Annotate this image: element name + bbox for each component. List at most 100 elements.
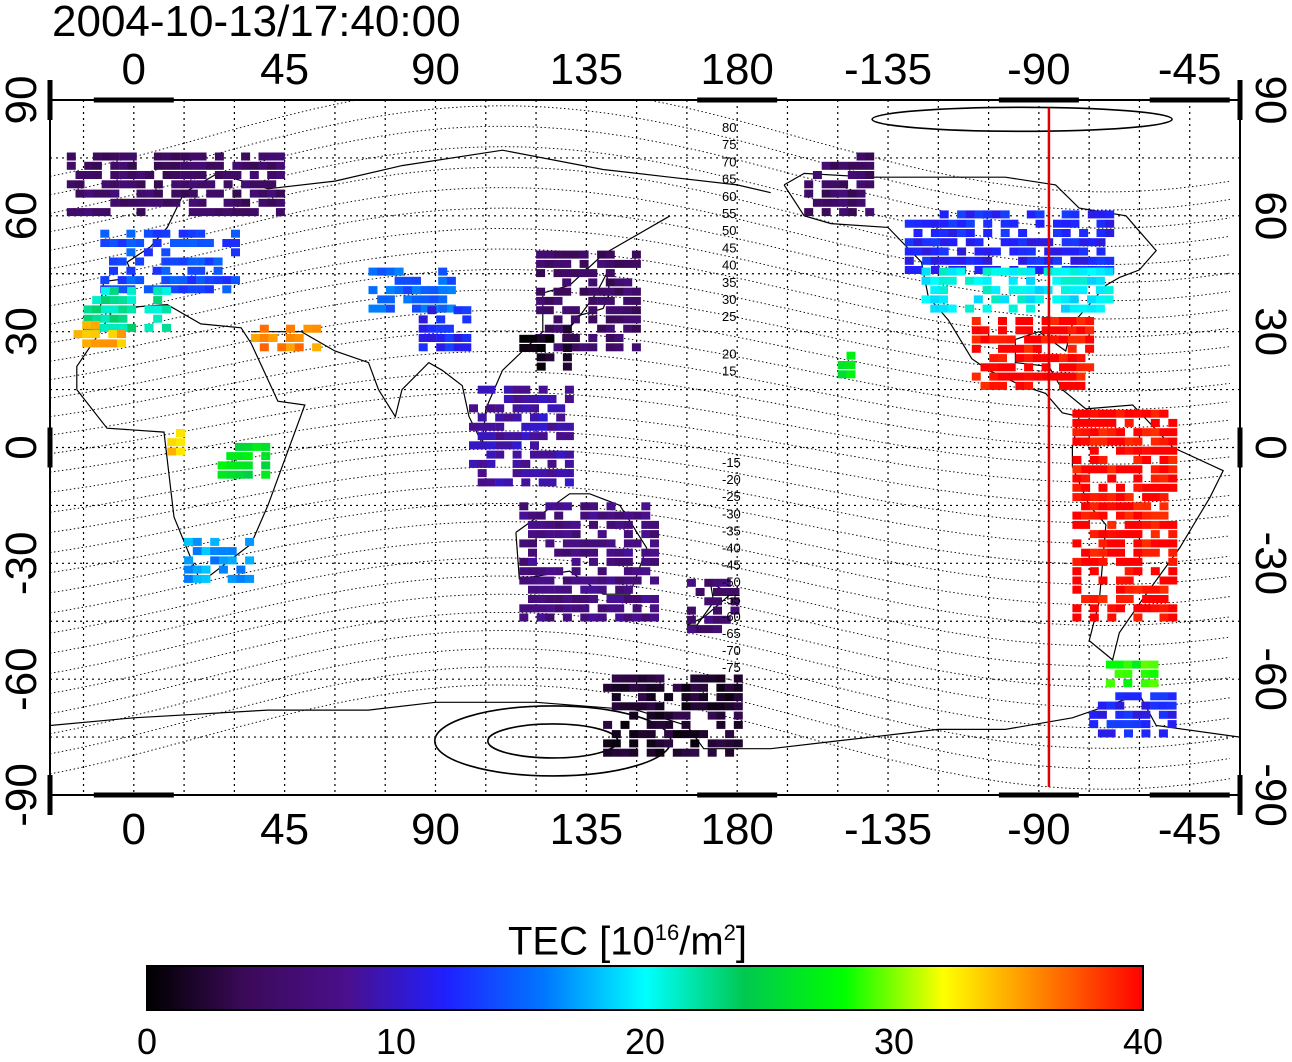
tec-cell [519, 604, 529, 613]
tec-cell [213, 276, 223, 285]
tec-cell [162, 198, 172, 207]
tec-cell [66, 152, 76, 161]
tec-cell [1132, 692, 1142, 701]
tec-cell [690, 730, 700, 739]
tec-cell [176, 429, 185, 437]
tec-cell [222, 285, 232, 294]
tec-cell [821, 161, 831, 170]
tec-cell [1072, 493, 1082, 502]
tec-cell [1133, 604, 1143, 613]
tec-cell [249, 171, 259, 179]
tec-cell [989, 363, 999, 372]
tec-cell [547, 478, 557, 487]
tec-cell [453, 306, 463, 315]
tec-cell [623, 259, 633, 268]
tec-cell [101, 189, 111, 198]
tec-cell [991, 286, 1001, 295]
tec-cell [188, 161, 198, 170]
tec-cell [556, 413, 566, 422]
tec-cell [615, 548, 625, 557]
tec-cell [178, 229, 188, 238]
tec-cell [725, 748, 735, 757]
tec-cell [1116, 493, 1125, 502]
tec-cell [564, 432, 574, 441]
tec-cell [980, 335, 990, 344]
tec-cell [1034, 295, 1044, 304]
tec-cell [605, 343, 615, 352]
tec-cell [161, 276, 171, 285]
tec-cell [232, 171, 242, 179]
tec-cell [495, 450, 505, 459]
tec-cell [579, 250, 589, 259]
tec-cell [462, 343, 472, 352]
tec-cell [571, 548, 581, 557]
tec-cell [839, 189, 849, 198]
tec-cell [127, 152, 137, 161]
tec-cell [605, 306, 615, 315]
tec-cell [267, 189, 277, 198]
tec-cell [1015, 317, 1025, 325]
tec-cell [231, 276, 240, 285]
tec-cell [394, 276, 404, 285]
tec-cell [1061, 304, 1070, 313]
tec-cell [521, 395, 531, 403]
tec-cell [930, 266, 940, 274]
tec-cell [210, 537, 220, 546]
tec-cell [606, 604, 616, 613]
tec-cell [261, 452, 271, 461]
tec-cell [690, 674, 700, 683]
tec-cell [75, 180, 85, 189]
tec-cell [275, 189, 285, 198]
tec-cell [1141, 720, 1151, 729]
tec-cell [1133, 520, 1143, 529]
tec-cell [1098, 502, 1108, 511]
tec-cell [699, 702, 708, 711]
colorbar-tick: 0 [136, 1021, 158, 1062]
tec-cell [947, 304, 957, 313]
tec-cell [241, 208, 251, 217]
tec-cell [597, 530, 607, 539]
tec-cell [1087, 210, 1097, 219]
tec-cell [699, 683, 708, 692]
tec-cell [1168, 418, 1178, 427]
tec-cell [1168, 567, 1178, 576]
tec-cell [1168, 530, 1178, 539]
tec-cell [837, 370, 847, 379]
tec-cell [1032, 354, 1042, 363]
tec-cell [812, 198, 822, 207]
tec-cell [1124, 465, 1134, 474]
tec-cell [1041, 354, 1051, 363]
tec-cell [553, 250, 563, 259]
tec-cell [108, 339, 118, 348]
tec-cell [1076, 335, 1086, 344]
tec-cell [1072, 483, 1082, 492]
tec-cell [110, 161, 120, 170]
tec-cell [1072, 539, 1082, 548]
tec-cell [544, 296, 554, 305]
tec-cell [1097, 729, 1107, 738]
tec-cell [998, 372, 1007, 381]
tec-cell [974, 247, 984, 256]
tec-cell [538, 395, 548, 403]
tec-cell [243, 470, 253, 479]
tec-cell [562, 269, 572, 278]
tec-cell [444, 324, 454, 333]
tec-cell [1079, 238, 1089, 247]
contour-label: -40 [722, 541, 741, 556]
tec-cell [1107, 502, 1117, 511]
tec-cell [1133, 474, 1143, 483]
tec-cell [554, 548, 564, 557]
tec-cell [486, 478, 496, 487]
tec-cell [830, 189, 840, 198]
tec-cell [519, 613, 529, 622]
tec-cell [580, 613, 590, 622]
tec-cell [672, 748, 682, 757]
tec-cell [562, 278, 572, 287]
tec-cell [412, 304, 421, 313]
tec-cell [965, 256, 975, 265]
tec-cell [1133, 483, 1143, 492]
tec-cell [681, 693, 691, 702]
tec-cell [226, 461, 236, 470]
magnetic-contour-line [50, 207, 1230, 302]
contour-label: -20 [722, 472, 741, 487]
